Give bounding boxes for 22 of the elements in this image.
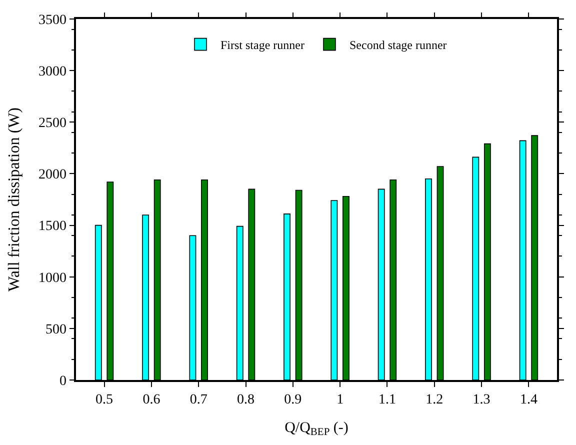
y-tick-label: 500 [45, 322, 66, 338]
x-tick-label: 0.7 [190, 392, 208, 408]
x-tick-label: 0.9 [284, 392, 302, 408]
x-tick-label: 1.1 [378, 392, 396, 408]
y-tick-label: 0 [59, 374, 66, 389]
x-tick-label: 0.8 [237, 392, 255, 408]
legend-label: First stage runner [220, 38, 304, 52]
x-tick-label: 0.6 [142, 392, 160, 408]
y-tick-label: 2500 [38, 116, 66, 132]
y-tick-label: 3500 [38, 12, 66, 28]
y-tick-label: 1500 [38, 219, 66, 234]
y-tick-label: 1000 [38, 270, 66, 286]
x-tick-label: 0.5 [96, 392, 114, 408]
x-tick-label: 1.4 [520, 392, 538, 408]
x-axis-title: Q/Q$_{BEP}$ (-) [284, 420, 348, 438]
legend-label: Second stage runner [349, 38, 447, 52]
x-tick-label: 1 [336, 392, 344, 408]
x-tick-label: 1.3 [472, 392, 490, 408]
x-tick-label: 1.2 [426, 392, 444, 408]
y-tick-label: 2000 [38, 168, 66, 183]
y-tick-label: 3000 [38, 64, 66, 80]
y-axis-title: Wall friction dissipation (W) [6, 108, 23, 292]
